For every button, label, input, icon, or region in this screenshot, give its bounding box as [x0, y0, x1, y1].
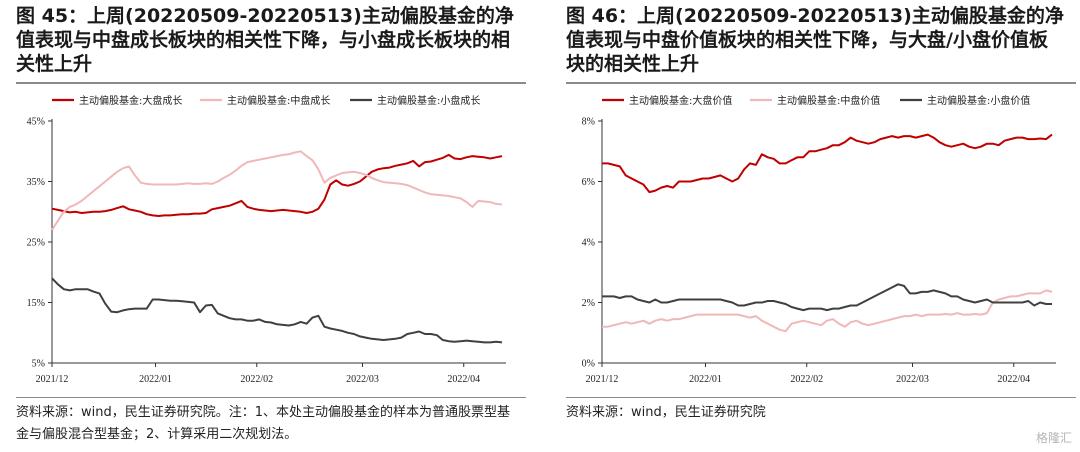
- legend-label: 主动偏股基金:大盘成长: [79, 94, 182, 107]
- series-line-2: [602, 289, 1053, 333]
- chart-panel-left: 图 45：上周(20220509-20220513)主动偏股基金的净值表现与中盘…: [0, 0, 530, 452]
- y-tick-label: 8%: [582, 117, 595, 128]
- series-line-3: [602, 283, 1052, 312]
- chart-panel-right: 图 46：上周(20220509-20220513)主动偏股基金的净值表现与中盘…: [550, 0, 1080, 452]
- source-note: 资料来源：wind，民生证券研究院: [566, 405, 766, 420]
- x-tick-label: 2022/03: [346, 374, 379, 385]
- series-line-1: [51, 153, 503, 217]
- footer-divider: [566, 397, 1076, 398]
- x-tick-label: 2021/12: [36, 374, 69, 385]
- y-tick-label: 15%: [27, 298, 45, 309]
- title-divider: [16, 82, 526, 84]
- series-line-1: [602, 133, 1053, 194]
- footer-divider: [16, 397, 526, 398]
- x-tick-label: 2022/03: [896, 374, 929, 385]
- x-tick-label: 2021/12: [586, 374, 619, 385]
- x-tick-label: 2022/02: [790, 374, 823, 385]
- x-tick-label: 2022/01: [139, 374, 172, 385]
- x-tick-label: 2022/02: [240, 374, 273, 385]
- title-divider: [566, 82, 1076, 84]
- legend-label: 主动偏股基金:小盘价值: [927, 94, 1030, 107]
- line-chart-value: 主动偏股基金:大盘价值 主动偏股基金:中盘价值 主动偏股基金:小盘价值 0% 2% 4% 6…: [582, 94, 1056, 385]
- legend-label: 主动偏股基金:中盘价值: [777, 94, 880, 107]
- x-tick-label: 2022/01: [689, 374, 722, 385]
- source-note: 资料来源：wind，民生证券研究院。注：1、本处主动偏股基金的样本为普通股票型基…: [16, 405, 511, 442]
- y-tick-label: 35%: [27, 177, 45, 188]
- series-line-2: [51, 150, 503, 231]
- y-tick-label: 6%: [582, 177, 595, 188]
- series-line-3: [51, 277, 503, 344]
- y-tick-label: 0%: [582, 359, 595, 370]
- line-chart-growth: 主动偏股基金:大盘成长 主动偏股基金:中盘成长 主动偏股基金:小盘成长 5% 15% 25…: [27, 94, 506, 385]
- x-tick-label: 2022/04: [447, 374, 480, 385]
- y-tick-label: 4%: [582, 238, 595, 249]
- y-tick-label: 5%: [32, 359, 45, 370]
- legend-label: 主动偏股基金:小盘成长: [377, 94, 480, 107]
- x-tick-label: 2022/04: [997, 374, 1030, 385]
- y-tick-label: 45%: [27, 117, 45, 128]
- legend-label: 主动偏股基金:中盘成长: [227, 94, 330, 107]
- legend-label: 主动偏股基金:大盘价值: [629, 94, 732, 107]
- chart-title: 图 45：上周(20220509-20220513)主动偏股基金的净值表现与中盘…: [16, 5, 514, 75]
- y-tick-label: 25%: [27, 238, 45, 249]
- y-tick-label: 2%: [582, 298, 595, 309]
- chart-title: 图 46：上周(20220509-20220513)主动偏股基金的净值表现与中盘…: [566, 5, 1064, 75]
- watermark-logo: 格隆汇: [1035, 431, 1072, 445]
